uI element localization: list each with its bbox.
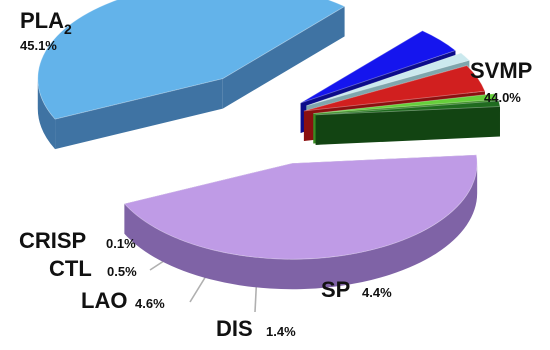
label-svmp-name: SVMP (470, 58, 532, 83)
label-lao-name: LAO (81, 288, 127, 313)
pie-slice-top-pla (123, 154, 478, 260)
label-lao-value: 4.6% (135, 296, 165, 311)
label-sp-value: 4.4% (362, 285, 392, 300)
pie-slice-wall-svmp-1 (222, 6, 345, 109)
pie-slices (37, 0, 501, 290)
label-svmp-value: 44.0% (484, 90, 521, 105)
label-crisp-value: 0.1% (106, 236, 136, 251)
label-pla2-name: PLA2 (20, 8, 72, 37)
label-dis-name: DIS (216, 316, 253, 341)
pie-slice-top-crisp (315, 100, 501, 116)
pie-slice-top-ctl (313, 93, 497, 114)
pie-slice-side-pla (124, 163, 478, 290)
label-pla2-value: 45.1% (20, 38, 57, 53)
label-ctl-value: 0.5% (107, 264, 137, 279)
pie-slice-crisp (315, 100, 501, 145)
pie-slice-wall-crisp-1 (315, 106, 500, 145)
pie-slice-svmp (37, 0, 346, 150)
pie-slice-wall-svmp-0 (55, 78, 223, 150)
label-ctl-name: CTL (49, 256, 92, 281)
pie-slice-top-lao (303, 65, 486, 112)
pie-slice-pla (123, 154, 478, 290)
pie-slice-top-dis (306, 52, 471, 107)
label-crisp-name: CRISP (19, 228, 86, 253)
label-dis-value: 1.4% (266, 324, 296, 339)
label-sp-name: SP (321, 277, 350, 302)
pie-slice-top-svmp (37, 0, 346, 120)
pie-slice-side-svmp (37, 78, 56, 150)
pie-slice-top-sp (300, 30, 457, 104)
